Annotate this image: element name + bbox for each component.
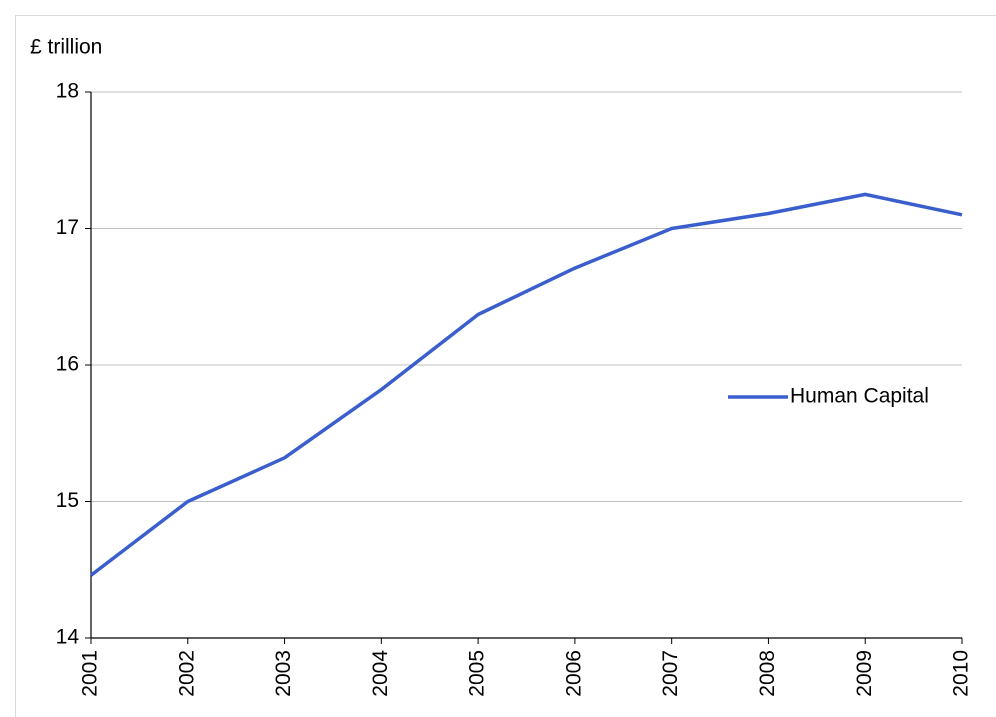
y-tick-label: 14 bbox=[56, 626, 80, 649]
x-tick-label: 2006 bbox=[562, 650, 585, 697]
legend-label: Human Capital bbox=[790, 385, 929, 408]
x-tick-label: 2010 bbox=[950, 650, 973, 697]
x-tick-label: 2004 bbox=[369, 650, 392, 697]
y-tick-label: 17 bbox=[56, 216, 79, 239]
data-line bbox=[89, 192, 963, 577]
y-tick-label: 16 bbox=[56, 353, 79, 376]
x-tick-label: 2001 bbox=[79, 650, 102, 697]
x-tick-label: 2005 bbox=[466, 650, 489, 697]
x-tick-label: 2009 bbox=[853, 650, 876, 697]
x-tick-label: 2003 bbox=[272, 650, 295, 697]
chart-frame bbox=[15, 15, 996, 717]
y-axis-label: £ trillion bbox=[30, 36, 102, 59]
x-tick-label: 2007 bbox=[659, 650, 682, 697]
x-tick-label: 2002 bbox=[175, 650, 198, 697]
y-tick-label: 15 bbox=[56, 489, 79, 512]
x-tick-label: 2008 bbox=[756, 650, 779, 697]
y-tick-label: 18 bbox=[56, 80, 79, 103]
